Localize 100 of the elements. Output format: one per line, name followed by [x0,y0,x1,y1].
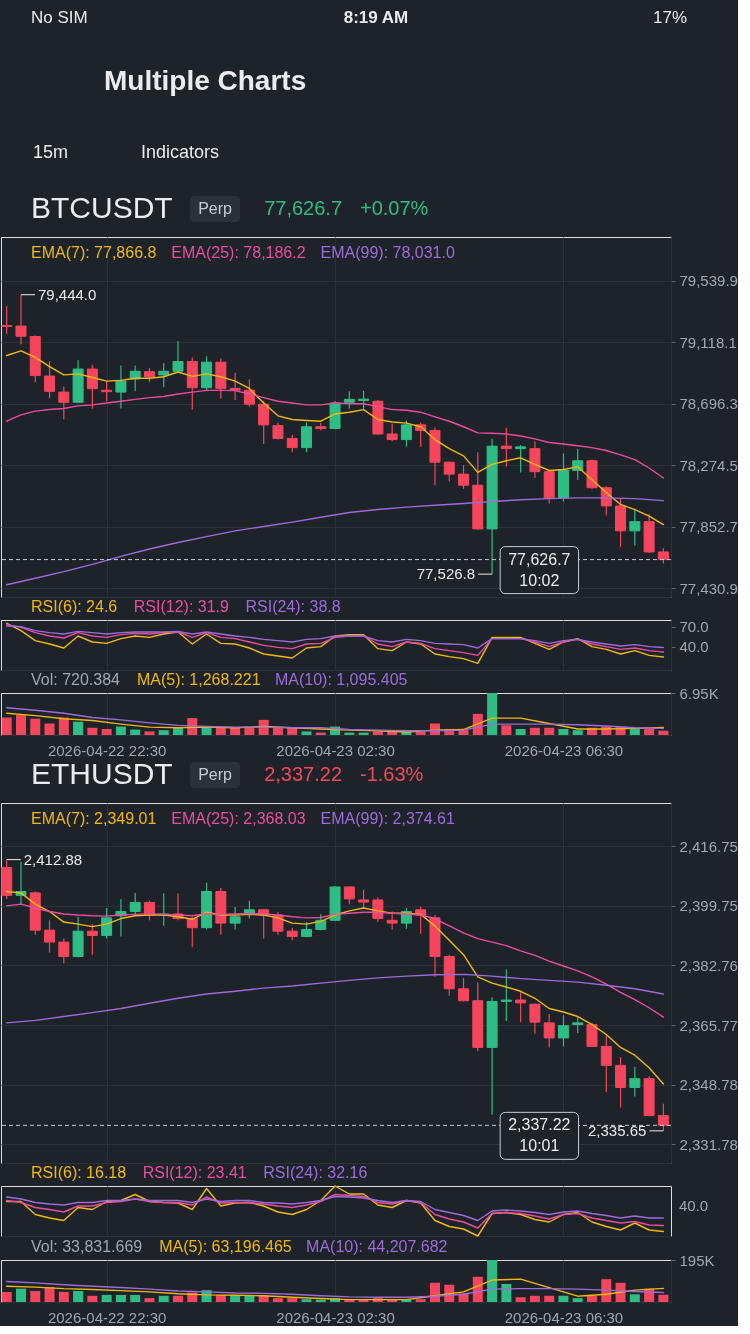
bar [73,721,84,735]
bar [44,723,55,735]
bar [644,728,655,735]
y-tick-label: 195K [679,1251,715,1269]
text: EMA(7): 2,349.01 [31,810,157,827]
annotation: 79,444.0 [37,285,97,303]
bar [301,1299,312,1302]
text: Perp [198,766,233,783]
candlestick [15,294,27,346]
bar [572,730,583,735]
candlestick [129,892,141,916]
candlestick [158,362,170,388]
annotation: 2,412.88 [23,850,83,868]
bar [272,1298,283,1302]
bar [415,1299,426,1302]
y-tick-label: 2,416.75 [679,837,738,855]
y-tick-label: 6.95K [679,684,719,702]
candlestick [101,907,113,940]
bar [587,1295,598,1302]
candlestick [500,427,512,468]
bar [173,727,184,735]
candlestick [500,968,512,1022]
bar [658,730,669,735]
chart-title: BTCUSDT [31,191,173,224]
candlestick [129,364,141,392]
line-series [6,623,665,657]
text: No SIM [31,8,88,27]
bar [130,729,141,735]
text: EMA(99): 2,374.61 [320,810,455,827]
bar [230,727,241,735]
text: Vol: 720.384 [31,671,121,688]
candlestick [515,991,527,1023]
line-series [6,903,665,1018]
bar [372,731,383,735]
text: -1.63% [360,763,424,785]
text: MA(5): 63,196.465 [159,1238,292,1255]
bar [258,1295,269,1302]
bar [101,1294,112,1302]
bar [558,728,569,735]
bar [115,726,126,735]
candlestick [629,508,641,546]
bar [515,728,526,735]
bar [30,1291,41,1302]
bar [544,727,555,735]
text: Perp [198,200,233,217]
bar [272,727,283,735]
candlestick [586,1022,598,1048]
candlestick [1,305,13,335]
y-tick-label: 2,331.78 [679,1135,738,1153]
bar [529,727,540,735]
candlestick [515,444,527,473]
y-tick-label: 2,382.76 [679,956,738,974]
line-series [6,973,665,1024]
annotation: 10:02 [519,571,560,589]
text: +0.07% [360,197,429,219]
candlestick [657,1103,669,1132]
x-tick-label: 2026-04-22 22:30 [47,1308,167,1326]
bar [487,1260,498,1302]
bar [244,727,255,735]
bar [101,728,112,735]
series-label: RSI(12): 31.9 [133,598,230,615]
line-series [6,389,665,479]
bar [158,1295,169,1302]
bar [629,1294,640,1302]
bar [115,1294,126,1302]
bar [15,715,26,735]
candlestick [186,916,198,948]
bar [144,731,155,735]
text: Indicators [141,142,220,162]
annotation: 2,335.65 [588,1121,647,1139]
y-tick-label: 2,365.77 [679,1016,738,1034]
y-tick-label: 70.0 [679,618,709,636]
series-label: RSI(24): 38.8 [245,598,341,615]
y-tick-label: 79,539.9 [679,272,738,290]
y-tick-label: 78,696.3 [679,395,738,413]
candlestick [58,937,70,965]
annotation: 10:01 [519,1137,560,1155]
bar [287,727,298,735]
candlestick [44,919,56,954]
candlestick [615,1056,627,1109]
bar [30,718,41,735]
candlestick [229,372,241,401]
x-tick-label: 2026-04-23 06:30 [504,1308,624,1326]
candlestick [600,1034,612,1093]
bar [15,1288,26,1302]
text: EMA(99): 78,031.0 [320,244,455,261]
y-tick-label: 78,274.5 [679,456,738,474]
bar [73,1291,84,1302]
text: EMA(25): 78,186.2 [171,244,306,261]
bar [215,727,226,735]
bar [415,731,426,735]
bar [87,1295,98,1302]
bar [130,1294,141,1302]
candlestick [529,440,541,479]
series-label: RSI(24): 32.16 [263,1164,368,1181]
bar [1,1291,12,1302]
x-tick-label: 2026-04-22 22:30 [47,741,167,759]
line-series [6,625,665,649]
x-tick-label: 2026-04-23 02:30 [276,741,395,759]
bar [501,725,512,735]
